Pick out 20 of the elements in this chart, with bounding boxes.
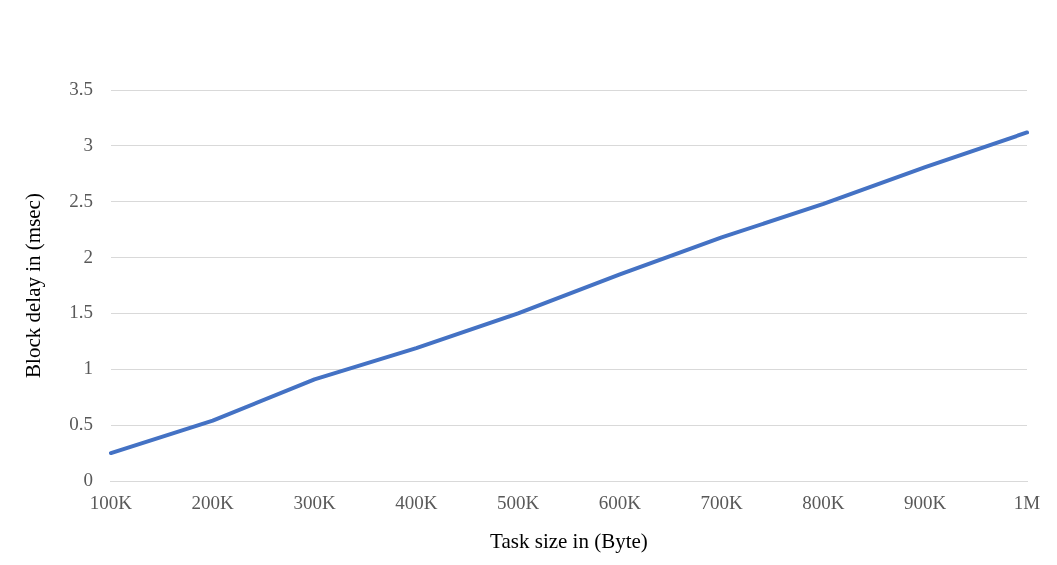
x-axis-title: Task size in (Byte) (490, 528, 648, 553)
x-tick-label: 500K (496, 492, 540, 514)
x-tick-label: 600K (598, 492, 642, 514)
y-tick-label: 0 (83, 468, 93, 490)
x-tick-label: 1M (1013, 492, 1041, 514)
y-tick-label: 1.5 (69, 301, 93, 323)
y-tick-label: 2 (83, 245, 93, 267)
x-tick-label: 400K (395, 492, 438, 514)
x-tick-label: 900K (904, 492, 947, 514)
y-tick-label: 0.5 (69, 413, 93, 435)
x-tick-label: 700K (700, 492, 744, 514)
x-tick-label: 200K (191, 492, 235, 514)
y-tick-label: 3 (83, 133, 93, 155)
y-tick-label: 3.5 (69, 77, 93, 99)
y-tick-label: 2.5 (69, 189, 93, 211)
y-tick-label: 1 (83, 357, 93, 379)
y-axis-title: Block delay in (msec) (21, 193, 46, 378)
x-tick-label: 100K (89, 492, 133, 514)
x-tick-label: 800K (802, 492, 845, 514)
x-tick-label: 300K (293, 492, 336, 514)
